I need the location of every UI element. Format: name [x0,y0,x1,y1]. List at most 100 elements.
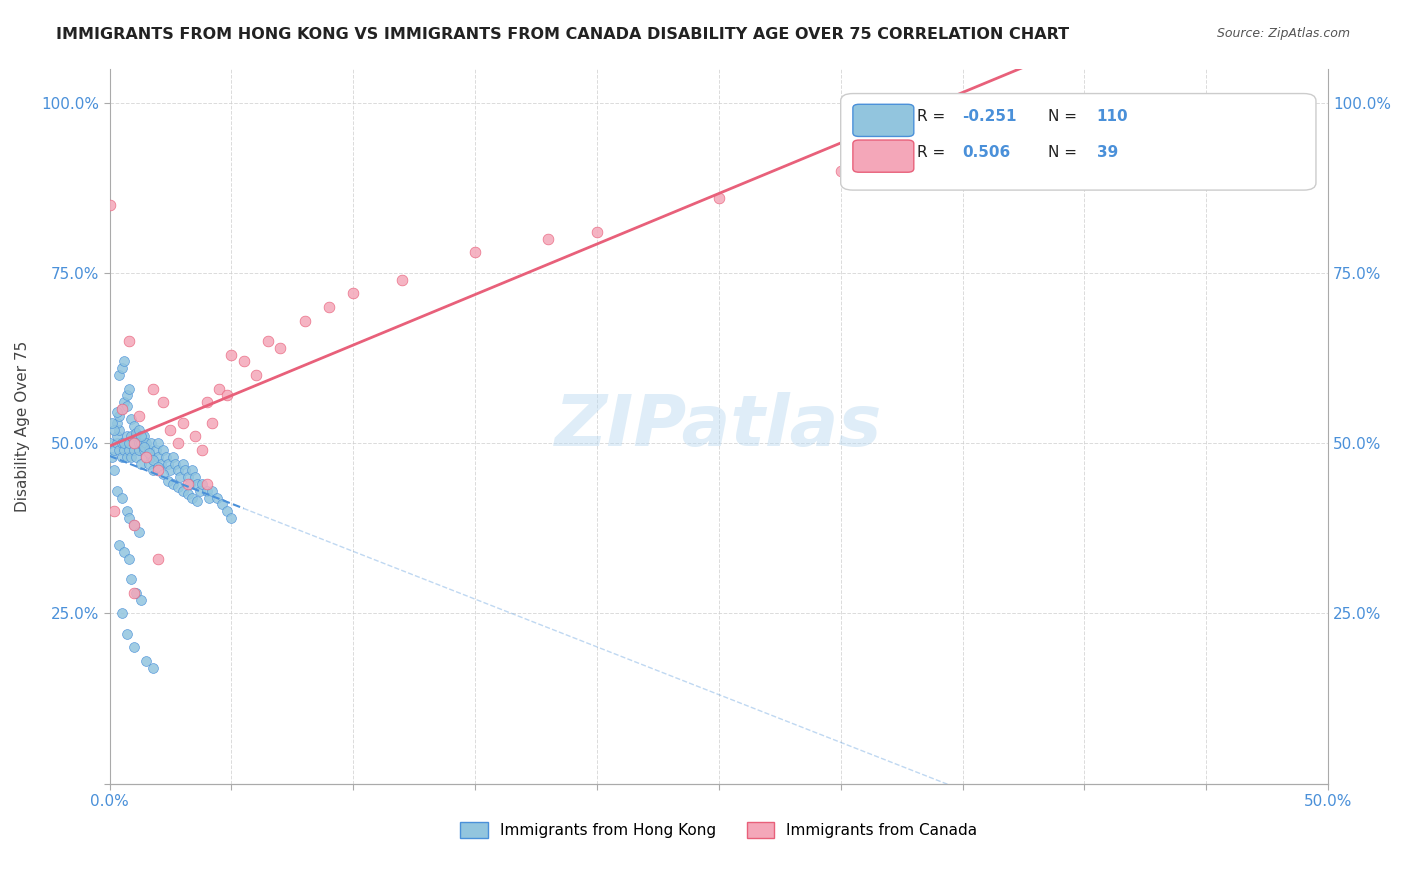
Point [145,442,167,457]
Point [195,395,218,409]
Point [112,354,135,368]
Point [232,354,254,368]
Point [129,592,152,607]
Point [152,467,174,481]
Point [105,483,128,498]
Point [122,586,145,600]
Point [139,436,162,450]
FancyBboxPatch shape [853,140,914,172]
Point [135,436,157,450]
Point [111,402,134,417]
Point [188,483,211,498]
Text: 0.506: 0.506 [963,145,1011,160]
Point [195,477,218,491]
Point [165,457,187,471]
Point [318,300,340,314]
Point [172,416,194,430]
Point [166,463,188,477]
Point [122,442,145,457]
Point [152,442,174,457]
Point [122,436,145,450]
Point [115,504,138,518]
Point [191,442,214,457]
Text: R =: R = [918,109,950,124]
Point [191,477,214,491]
Point [537,232,560,246]
Point [149,457,172,471]
Point [125,429,148,443]
Point [118,442,141,457]
Point [132,429,155,443]
Point [108,538,131,552]
Point [129,457,152,471]
Point [128,409,150,423]
Point [172,457,194,471]
Point [122,517,145,532]
Point [152,395,174,409]
Point [115,450,138,464]
Point [103,442,125,457]
Point [98,198,121,212]
Point [155,450,177,464]
Point [118,382,141,396]
Point [157,474,180,488]
Point [148,460,170,475]
Point [208,382,231,396]
Point [221,348,243,362]
Point [139,450,162,464]
Point [112,545,135,559]
Point [142,382,165,396]
Point [135,450,157,464]
Point [108,368,131,382]
Point [830,163,852,178]
Point [108,423,131,437]
Point [342,286,364,301]
Text: 110: 110 [1097,109,1128,124]
Point [132,440,155,454]
Point [111,607,134,621]
Point [112,395,135,409]
Point [166,480,188,494]
Point [148,450,170,464]
Text: Source: ZipAtlas.com: Source: ZipAtlas.com [1216,27,1350,40]
Point [138,446,160,460]
Point [181,463,204,477]
Point [115,388,138,402]
Point [111,361,134,376]
Point [179,477,201,491]
Point [108,442,131,457]
Point [157,457,180,471]
Point [294,313,316,327]
Point [148,463,170,477]
Point [122,517,145,532]
Point [184,429,207,443]
Point [101,416,124,430]
Point [169,470,191,484]
Point [135,654,157,668]
Point [215,504,238,518]
Legend: Immigrants from Hong Kong, Immigrants from Canada: Immigrants from Hong Kong, Immigrants fr… [454,816,984,844]
Point [464,245,486,260]
Point [128,423,150,437]
Point [111,436,134,450]
Point [186,477,208,491]
Point [176,470,198,484]
Point [118,511,141,525]
Point [105,429,128,443]
Point [121,450,143,464]
Point [115,627,138,641]
Point [98,436,121,450]
Point [174,463,197,477]
Point [391,273,413,287]
Point [142,661,165,675]
Point [215,388,238,402]
Point [128,442,150,457]
Point [159,463,181,477]
Point [122,436,145,450]
Point [125,425,148,440]
Text: ZIPatlas: ZIPatlas [555,392,883,460]
Point [122,640,145,655]
Point [142,453,165,467]
Point [245,368,267,382]
Point [111,491,134,505]
